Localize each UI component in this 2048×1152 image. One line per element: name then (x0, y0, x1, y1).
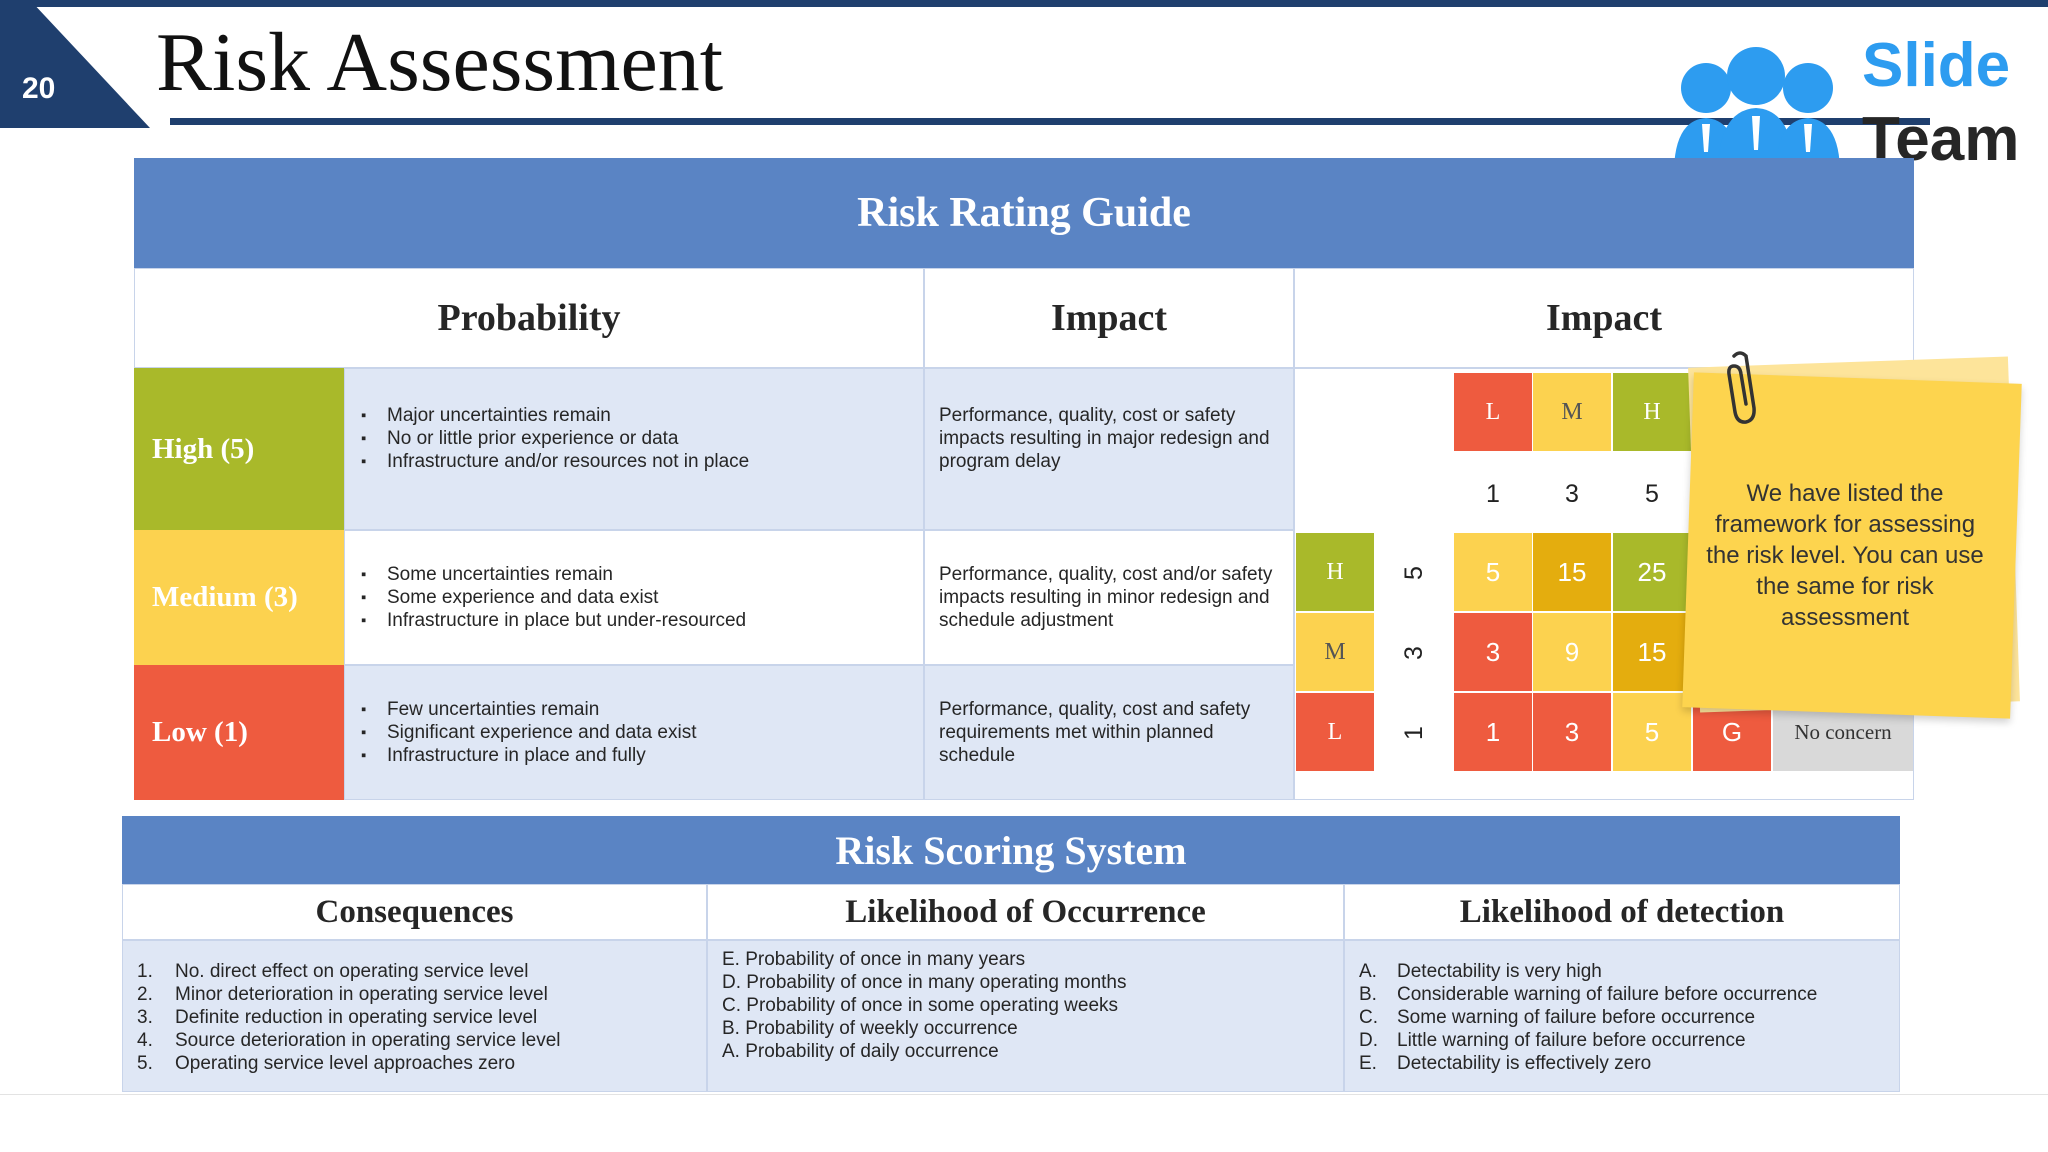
probability-header: Probability (134, 268, 924, 368)
list-item: Infrastructure and/or resources not in p… (359, 450, 909, 473)
matrix-cell: 15 (1613, 613, 1691, 691)
impact-high-cell: Performance, quality, cost or safety imp… (924, 368, 1294, 530)
list-item: E. Probability of once in many years (722, 949, 1026, 970)
likelihood-detection-header: Likelihood of detection (1344, 884, 1900, 940)
list-item: Some experience and data exist (359, 586, 909, 609)
probability-high-cell: Major uncertainties remain No or little … (344, 368, 924, 530)
people-group-icon (1674, 47, 1840, 168)
probability-number-3: 3 (1399, 646, 1428, 660)
impact-number-5: 5 (1645, 479, 1659, 508)
probability-letter-h: H (1296, 533, 1374, 611)
likelihood-detection-cell: A. Detectability is very high B. Considera… (1344, 940, 1900, 1092)
list-item: 2. Minor deterioration in operating servi… (137, 984, 548, 1005)
matrix-cell: 3 (1533, 693, 1611, 771)
matrix-cell: 3 (1454, 613, 1532, 691)
list-item: B. Probability of weekly occurrence (722, 1018, 1018, 1039)
matrix-cell: 5 (1613, 693, 1691, 771)
likelihood-occurrence-cell: E. Probability of once in many years D. … (707, 940, 1344, 1092)
list-item: 5. Operating service level approaches zer… (137, 1053, 516, 1074)
risk-scoring-title: Risk Scoring System (122, 816, 1900, 884)
impact-low-cell: Performance, quality, cost and safety re… (924, 665, 1294, 800)
impact-letter-h: H (1613, 373, 1691, 451)
level-low-label: Low (1) (134, 665, 344, 800)
list-item: 4. Source deterioration in operating serv… (137, 1030, 561, 1051)
paperclip-icon (1727, 351, 1756, 424)
list-item: E. Detectability is effectively zero (1359, 1053, 1652, 1074)
sticky-note-text: We have listed the framework for assessi… (1706, 480, 1984, 631)
impact-medium-cell: Performance, quality, cost and/or safety… (924, 530, 1294, 665)
list-item: No or little prior experience or data (359, 427, 909, 450)
list-item: C. Some warning of failure before occurre… (1359, 1007, 1756, 1028)
list-item: D. Little warning of failure before occur… (1359, 1030, 1746, 1051)
footer-divider (0, 1094, 2048, 1095)
impact-letter-m: M (1533, 373, 1611, 451)
consequences-header: Consequences (122, 884, 707, 940)
impact-matrix-header: Impact (1294, 268, 1914, 368)
top-accent-line (28, 0, 2048, 7)
matrix-cell: 1 (1454, 693, 1532, 771)
list-item: B. Considerable warning of failure before… (1359, 984, 1818, 1005)
probability-low-cell: Few uncertainties remain Significant exp… (344, 665, 924, 800)
matrix-cell: 5 (1454, 533, 1532, 611)
list-item: Infrastructure in place but under-resour… (359, 609, 909, 632)
consequences-cell: 1. No. direct effect on operating service… (122, 940, 707, 1092)
list-item: A. Probability of daily occurrence (722, 1041, 999, 1062)
level-medium-label: Medium (3) (134, 530, 344, 665)
list-item: 1. No. direct effect on operating service… (137, 961, 529, 982)
probability-number-1: 1 (1399, 726, 1428, 740)
impact-number-1: 1 (1486, 479, 1500, 508)
probability-number-5: 5 (1399, 566, 1428, 580)
impact-number-3: 3 (1565, 479, 1579, 508)
list-item: D. Probability of once in many operating… (722, 972, 1127, 993)
risk-rating-guide-title: Risk Rating Guide (134, 158, 1914, 268)
matrix-cell: 25 (1613, 533, 1691, 611)
list-item: C. Probability of once in some operating… (722, 995, 1119, 1016)
list-item: Major uncertainties remain (359, 404, 909, 427)
list-item: Infrastructure in place and fully (359, 744, 909, 767)
title-underline (170, 118, 1930, 125)
matrix-cell: 9 (1533, 613, 1611, 691)
slide-number-tab (0, 0, 150, 128)
level-high-label: High (5) (134, 368, 344, 530)
probability-medium-cell: Some uncertainties remain Some experienc… (344, 530, 924, 665)
likelihood-occurrence-header: Likelihood of Occurrence (707, 884, 1344, 940)
list-item: Few uncertainties remain (359, 698, 909, 721)
list-item: Significant experience and data exist (359, 721, 909, 744)
probability-letter-m: M (1296, 613, 1374, 691)
list-item: Some uncertainties remain (359, 563, 909, 586)
logo-text-slide: Slide (1862, 31, 2011, 100)
impact-letter-l: L (1454, 373, 1532, 451)
matrix-cell: 15 (1533, 533, 1611, 611)
impact-header: Impact (924, 268, 1294, 368)
list-item: A. Detectability is very high (1359, 961, 1602, 982)
slide-number: 20 (22, 72, 56, 105)
list-item: 3. Definite reduction in operating servic… (137, 1007, 538, 1028)
page-title: Risk Assessment (156, 16, 724, 109)
probability-letter-l: L (1296, 693, 1374, 771)
